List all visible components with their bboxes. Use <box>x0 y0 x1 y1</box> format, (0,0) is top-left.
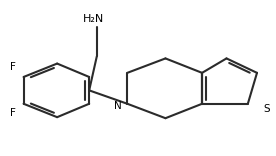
Text: F: F <box>10 108 16 118</box>
Text: S: S <box>264 104 270 114</box>
Text: N: N <box>114 101 122 111</box>
Text: H₂N: H₂N <box>83 14 104 24</box>
Text: F: F <box>10 62 16 72</box>
